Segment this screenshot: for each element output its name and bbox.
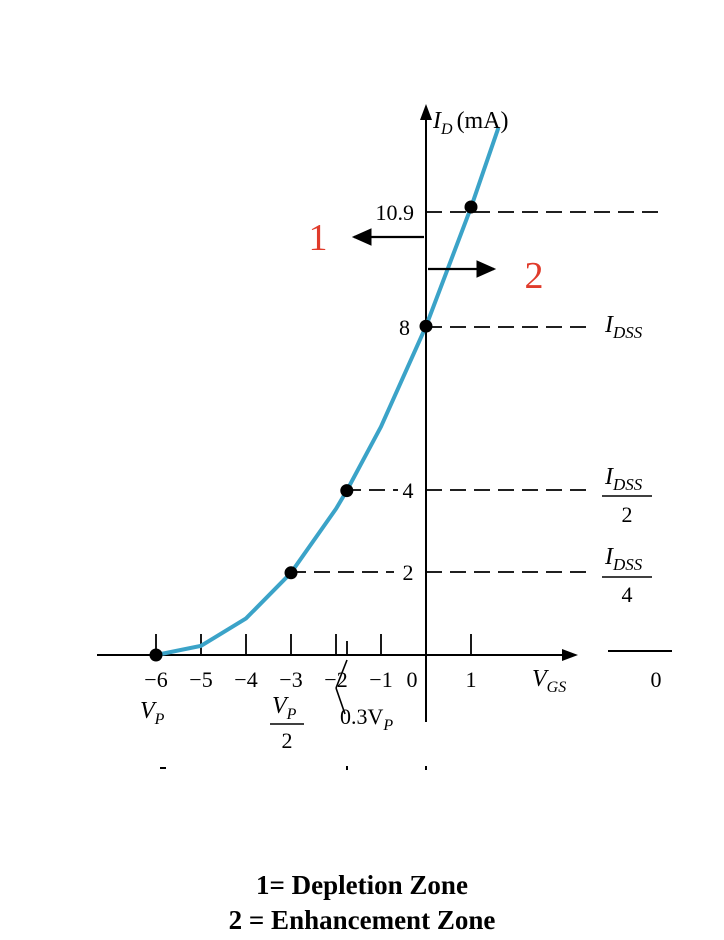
vp-03-label: 0.3VP: [340, 704, 393, 734]
x-axis-label: VGS: [532, 666, 566, 696]
transfer-characteristic-chart: ID (mA) 10.9 8 4 2 IDSS IDSS 2 IDSS 4 −6−…: [97, 104, 672, 770]
x-tick-label-7: 1: [466, 667, 477, 692]
y-label-2: 2: [403, 560, 414, 585]
y-label-10-9: 10.9: [376, 200, 415, 225]
y-axis-label: ID (mA): [432, 108, 509, 138]
y-label-4: 4: [403, 478, 414, 503]
transfer-curve: [154, 126, 500, 657]
legend-line-2: 2 = Enhancement Zone: [228, 905, 496, 935]
vp-half-denominator: 2: [282, 728, 293, 753]
idss-quarter-label: IDSS: [604, 544, 643, 574]
marked-point-4: [464, 200, 478, 214]
idss-quarter-denominator: 4: [622, 582, 633, 607]
x-tick-label-3: −3: [279, 667, 302, 692]
y-axis-arrowhead: [420, 104, 432, 120]
marked-point-2: [340, 484, 354, 498]
vp03-leader: [335, 659, 348, 689]
right-zero-label: 0: [651, 667, 662, 692]
vp-label: VP: [140, 698, 165, 728]
marked-point-group: [149, 200, 478, 662]
marked-point-3: [419, 319, 433, 333]
x-tick-label-1: −5: [189, 667, 212, 692]
zone-1-label: 1: [309, 217, 328, 259]
x-tick-label-5: −1: [369, 667, 392, 692]
x-tick-label-6: 0: [407, 667, 418, 692]
vp-half-label: VP: [272, 693, 297, 723]
y-label-8: 8: [399, 315, 410, 340]
x-axis-arrowhead: [562, 649, 578, 661]
idss-half-label: IDSS: [604, 464, 643, 494]
vp03-leader-2: [335, 687, 346, 715]
zone-2-label: 2: [525, 255, 544, 297]
marked-point-0: [149, 648, 163, 662]
x-tick-label-0: −6: [144, 667, 167, 692]
idss-label: IDSS: [604, 312, 643, 342]
x-tick-label-2: −4: [234, 667, 257, 692]
x-tick-label-4: −2: [324, 667, 347, 692]
legend-line-1: 1= Depletion Zone: [256, 870, 468, 900]
marked-point-1: [284, 566, 298, 580]
idss-half-denominator: 2: [622, 502, 633, 527]
x-tick-label-group: −6 −5 −4 −3 −2 −1 0 1: [144, 667, 476, 692]
